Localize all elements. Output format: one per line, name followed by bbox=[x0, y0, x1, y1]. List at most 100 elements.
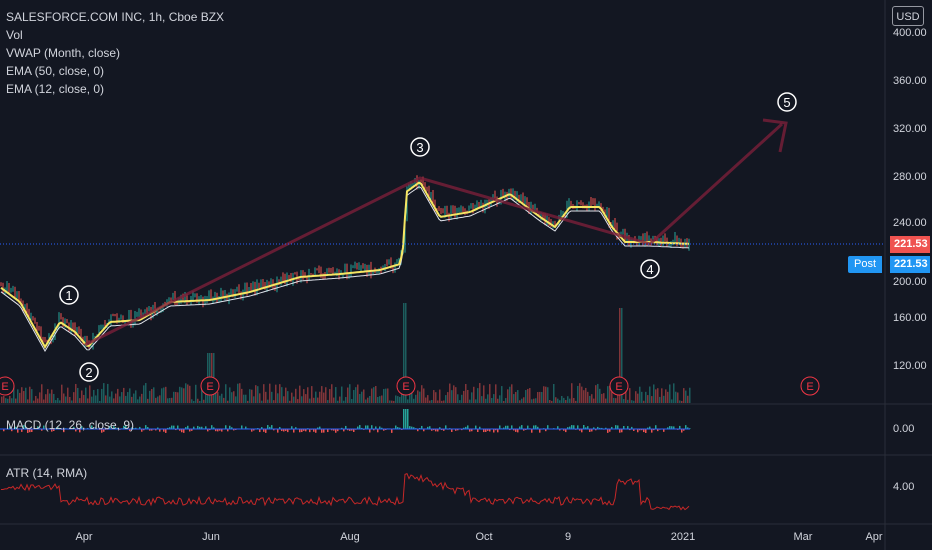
wave-label-2[interactable]: 2 bbox=[79, 362, 99, 382]
macd-label[interactable]: MACD (12, 26, close, 9) bbox=[6, 418, 135, 432]
elliott-wave-line[interactable] bbox=[84, 122, 784, 347]
macd-bar bbox=[651, 429, 653, 433]
volume-bar bbox=[59, 400, 61, 403]
macd-bar bbox=[465, 426, 467, 429]
macd-bar bbox=[671, 426, 673, 429]
volume-bar bbox=[119, 396, 121, 403]
macd-bar bbox=[317, 427, 319, 429]
indicator-vol-label[interactable]: Vol bbox=[6, 28, 23, 42]
macd-bar bbox=[141, 429, 143, 432]
volume-bar bbox=[463, 390, 465, 403]
currency-button[interactable]: USD bbox=[892, 6, 924, 26]
svg-text:E: E bbox=[402, 381, 409, 393]
symbol-title[interactable]: SALESFORCE.COM INC, 1h, Cboe BZX bbox=[6, 10, 225, 24]
atr-label[interactable]: ATR (14, RMA) bbox=[6, 466, 88, 480]
volume-bar bbox=[169, 397, 171, 403]
volume-bar bbox=[319, 391, 321, 403]
macd-bar bbox=[511, 425, 513, 429]
volume-bar bbox=[401, 391, 403, 403]
volume-bar bbox=[137, 399, 139, 403]
macd-bar bbox=[593, 427, 595, 429]
volume-bar bbox=[41, 384, 43, 403]
volume-bar bbox=[89, 385, 91, 403]
macd-bar bbox=[641, 429, 643, 431]
time-tick: Apr bbox=[75, 531, 92, 543]
macd-bar bbox=[197, 425, 199, 429]
volume-bar bbox=[567, 396, 569, 403]
indicator-ema12-label[interactable]: EMA (12, close, 0) bbox=[6, 82, 105, 96]
volume-bar bbox=[221, 393, 223, 403]
volume-bar bbox=[407, 399, 409, 403]
volume-bar bbox=[123, 387, 125, 403]
macd-pane[interactable] bbox=[0, 409, 691, 433]
volume-bar bbox=[279, 384, 281, 403]
volume-bar bbox=[487, 394, 489, 403]
macd-bar bbox=[181, 429, 183, 433]
volume-bar bbox=[341, 386, 343, 403]
svg-text:E: E bbox=[806, 381, 813, 393]
earnings-marker[interactable]: E bbox=[200, 376, 220, 396]
macd-bar bbox=[589, 429, 591, 432]
volume-bar bbox=[471, 392, 473, 403]
macd-bar bbox=[11, 429, 13, 432]
wave-label-4[interactable]: 4 bbox=[640, 259, 660, 279]
earnings-marker[interactable]: E bbox=[0, 376, 15, 396]
macd-bar bbox=[647, 427, 649, 429]
volume-bar bbox=[475, 399, 477, 403]
time-axis[interactable]: Apr Jun Aug Oct 9 2021 Mar Apr bbox=[75, 531, 882, 543]
macd-bar bbox=[227, 429, 229, 432]
volume-bar bbox=[349, 384, 351, 403]
wave-label-3[interactable]: 3 bbox=[410, 137, 430, 157]
price-axis[interactable]: 400.00 360.00 320.00 280.00 240.00 200.0… bbox=[893, 27, 927, 493]
macd-bar bbox=[599, 427, 601, 429]
volume-bar bbox=[505, 398, 507, 403]
macd-bar bbox=[351, 429, 353, 431]
volume-bar bbox=[273, 400, 275, 403]
volume-bar bbox=[19, 392, 21, 403]
volume-bar bbox=[555, 397, 557, 403]
volume-bar bbox=[87, 398, 89, 403]
volume-bar bbox=[13, 385, 15, 403]
macd-bar bbox=[123, 425, 125, 429]
earnings-marker[interactable]: E bbox=[609, 376, 629, 396]
macd-bar bbox=[331, 429, 333, 431]
macd-bar bbox=[149, 429, 151, 431]
volume-bar bbox=[71, 400, 73, 403]
volume-bar bbox=[681, 400, 683, 403]
wave-label-1[interactable]: 1 bbox=[59, 285, 79, 305]
indicator-vwap-label[interactable]: VWAP (Month, close) bbox=[6, 46, 121, 60]
volume-bar bbox=[425, 397, 427, 403]
macd-bar bbox=[375, 426, 377, 429]
volume-bar bbox=[217, 391, 219, 403]
volume-bar bbox=[55, 400, 57, 403]
macd-bar bbox=[627, 426, 629, 429]
macd-bar bbox=[505, 425, 507, 429]
volume-bar bbox=[661, 388, 663, 403]
macd-bar bbox=[369, 429, 371, 433]
volume-bar bbox=[561, 395, 563, 403]
volume-bar bbox=[333, 397, 335, 403]
volume-bar bbox=[277, 393, 279, 403]
volume-bar bbox=[339, 396, 341, 403]
volume-bar bbox=[371, 388, 373, 403]
volume-bar bbox=[653, 384, 655, 403]
volume-bar bbox=[353, 390, 355, 403]
volume-bar bbox=[53, 393, 55, 403]
volume-bar bbox=[93, 389, 95, 403]
earnings-marker[interactable]: E bbox=[800, 376, 820, 396]
wave-label-5[interactable]: 5 bbox=[777, 92, 797, 112]
macd-bar bbox=[399, 427, 401, 429]
macd-bar bbox=[179, 429, 181, 431]
macd-bar bbox=[147, 427, 149, 429]
volume-bar bbox=[599, 388, 601, 403]
macd-bar bbox=[567, 427, 569, 429]
indicator-ema50-label[interactable]: EMA (50, close, 0) bbox=[6, 64, 105, 78]
earnings-marker[interactable]: E bbox=[396, 376, 416, 396]
svg-text:E: E bbox=[1, 381, 8, 393]
macd-bar bbox=[499, 425, 501, 429]
volume-bar bbox=[365, 399, 367, 403]
volume-bar bbox=[675, 391, 677, 403]
volume-bar bbox=[677, 392, 679, 403]
macd-bar bbox=[271, 425, 273, 429]
